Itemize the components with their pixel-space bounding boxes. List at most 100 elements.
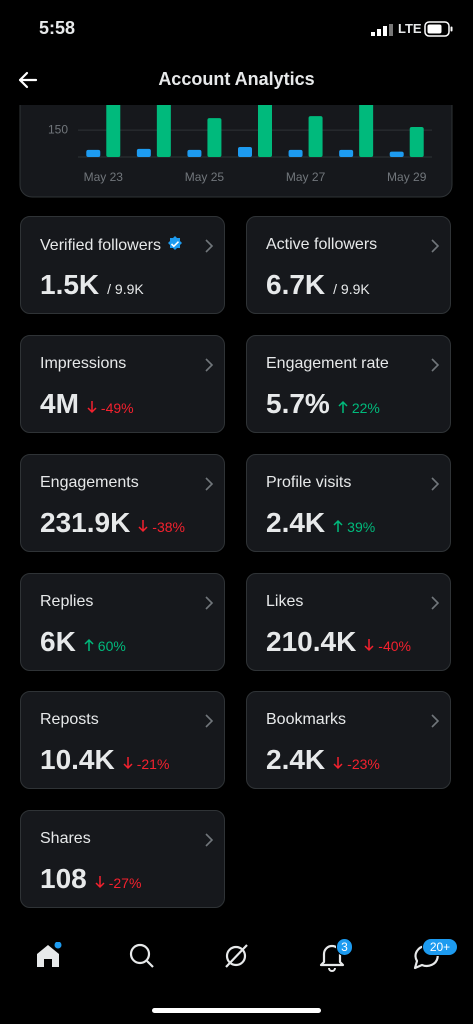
change-text: -23%: [347, 756, 380, 772]
metric-number: 6K: [40, 626, 76, 657]
metric-number: 5.7%: [266, 388, 330, 419]
chevron: [431, 358, 440, 372]
metric-card[interactable]: Likes 210.4K -40%: [246, 573, 451, 671]
metric-change: 22%: [338, 400, 380, 416]
x-tick-label: May 25: [185, 170, 225, 184]
status-time: 5:58: [39, 18, 76, 38]
metric-value: 6.7K / 9.9K: [266, 269, 370, 301]
bar: [156, 94, 171, 157]
metric-value: 5.7% 22%: [266, 388, 380, 420]
metric-change: -27%: [95, 875, 142, 891]
metric-value: 10.4K -21%: [40, 744, 169, 776]
metric-label: Shares: [40, 830, 91, 847]
search-icon[interactable]: [128, 942, 156, 970]
notifications-icon[interactable]: [318, 942, 346, 972]
metric-label: Profile visits: [266, 474, 352, 491]
metric-number: 2.4K: [266, 744, 326, 775]
trend-arrow: [95, 876, 105, 889]
metric-card[interactable]: Replies 6K 60%: [20, 573, 225, 671]
bar: [339, 149, 354, 157]
change-text: -40%: [378, 638, 411, 654]
chevron: [431, 596, 440, 610]
x-tick-label: May 23: [84, 170, 124, 184]
metric-change: -49%: [87, 400, 134, 416]
change-text: 39%: [347, 519, 376, 535]
verified-badge: [167, 236, 182, 250]
metric-card[interactable]: Impressions 4M -49%: [20, 335, 225, 433]
change-text: -27%: [108, 875, 142, 891]
metric-card[interactable]: Reposts 10.4K -21%: [20, 691, 225, 789]
home-icon[interactable]: [34, 942, 62, 970]
metric-value: 108 -27%: [40, 863, 141, 895]
trend-arrow: [123, 757, 133, 770]
metric-label: Likes: [266, 593, 304, 610]
trend-arrow: [138, 520, 148, 533]
metric-change: 60%: [84, 638, 126, 654]
metric-card[interactable]: Bookmarks 2.4K -23%: [246, 691, 451, 789]
trend-arrow: [84, 638, 94, 651]
trend-arrow: [338, 400, 348, 413]
metric-card[interactable]: Engagements 231.9K -38%: [20, 454, 225, 552]
metric-number: 2.4K: [266, 507, 326, 538]
metric-number: 6.7K: [266, 269, 326, 300]
metric-value: 4M -49%: [40, 388, 134, 420]
status-network: LTE: [398, 21, 422, 36]
metric-total: / 9.9K: [333, 281, 370, 297]
metric-number: 4M: [40, 388, 79, 419]
metric-label: Replies: [40, 593, 94, 610]
change-text: -49%: [100, 400, 134, 416]
header: 5:58 LTE Account Analytics: [0, 0, 473, 105]
metric-number: 1.5K: [40, 269, 100, 300]
home-indicator: [152, 1008, 321, 1013]
trend-arrow: [87, 401, 97, 414]
change-text: 22%: [351, 400, 380, 416]
metric-value: 2.4K -23%: [266, 744, 380, 776]
chevron: [205, 358, 214, 372]
bar: [409, 127, 424, 157]
bar: [288, 149, 303, 157]
bar: [136, 148, 151, 157]
metric-value: 231.9K -38%: [40, 507, 185, 539]
metric-card[interactable]: Profile visits 2.4K 39%: [246, 454, 451, 552]
y-tick-label: 150: [48, 122, 68, 136]
metric-label: Engagements: [40, 474, 139, 491]
metric-card[interactable]: Verified followers 1.5K / 9.9K: [20, 216, 225, 314]
metric-value: 1.5K / 9.9K: [40, 269, 144, 301]
signal-icon: [371, 24, 393, 36]
bar: [389, 151, 404, 157]
back-button[interactable]: [16, 70, 40, 90]
metric-value: 6K 60%: [40, 626, 126, 658]
bar: [308, 116, 323, 157]
chevron: [205, 714, 214, 728]
change-text: -38%: [152, 519, 185, 535]
metric-number: 231.9K: [40, 507, 131, 538]
change-text: 60%: [97, 638, 126, 654]
bar: [187, 149, 202, 157]
metric-number: 10.4K: [40, 744, 115, 775]
metric-number: 210.4K: [266, 626, 357, 657]
x-tick-label: May 27: [286, 170, 326, 184]
chevron: [205, 239, 214, 253]
chevron: [205, 477, 214, 491]
bar: [106, 94, 121, 157]
chevron: [205, 596, 214, 610]
metric-total: / 9.9K: [107, 281, 144, 297]
trend-arrow: [333, 519, 343, 532]
metric-label: Active followers: [266, 236, 378, 253]
messages-badge: 20+: [422, 938, 458, 956]
metric-change: -40%: [364, 638, 411, 654]
battery-icon: [424, 21, 453, 37]
metric-value: 2.4K 39%: [266, 507, 375, 539]
grok-icon[interactable]: [222, 942, 250, 970]
metric-number: 108: [40, 863, 87, 894]
metric-change: -21%: [123, 756, 169, 772]
x-tick-label: May 29: [387, 170, 427, 184]
metric-change: -38%: [138, 519, 185, 535]
bottom-nav: 3 20+: [0, 920, 473, 1024]
metric-card[interactable]: Active followers 6.7K / 9.9K: [246, 216, 451, 314]
metric-label: Verified followers: [40, 236, 183, 255]
metric-card[interactable]: Engagement rate 5.7% 22%: [246, 335, 451, 433]
metric-change: 39%: [333, 519, 375, 535]
metric-card[interactable]: Shares 108 -27%: [20, 810, 225, 908]
